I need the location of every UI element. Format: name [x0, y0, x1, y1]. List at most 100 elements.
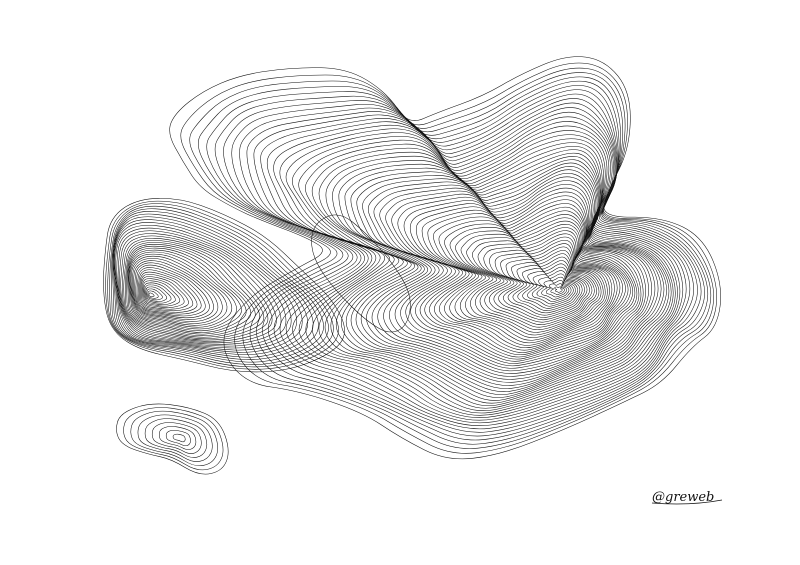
- contour-line: [460, 230, 602, 333]
- contour-line: [115, 224, 292, 349]
- contour-line: [142, 278, 185, 308]
- left-lobe-contours: [103, 198, 345, 373]
- contour-line: [127, 245, 252, 335]
- contour-line: [180, 62, 717, 454]
- contour-line: [147, 290, 159, 299]
- contour-line: [489, 246, 590, 321]
- contour-line: [311, 142, 665, 398]
- contour-line: [466, 233, 600, 331]
- contour-line: [403, 195, 626, 358]
- signature-text: @greweb: [652, 490, 714, 505]
- contour-line: [350, 162, 647, 380]
- contour-line: [511, 260, 581, 311]
- contour-line: [123, 240, 265, 339]
- contour-line: [362, 169, 642, 374]
- contour-line: [494, 249, 588, 318]
- contour-line: [279, 121, 676, 411]
- contour-line: [145, 286, 168, 302]
- contour-line: [116, 227, 287, 347]
- contour-line: [246, 98, 691, 424]
- contour-line: [136, 267, 206, 317]
- signature: @greweb: [651, 490, 723, 505]
- contour-line: [133, 260, 219, 322]
- contour-line: [103, 198, 345, 373]
- main-contour-blob: [169, 56, 721, 460]
- contour-line: [305, 138, 667, 401]
- contour-line: [123, 407, 224, 471]
- contour-line: [415, 203, 621, 353]
- contour-line: [112, 213, 314, 358]
- contour-line: [206, 76, 709, 441]
- contour-line: [107, 203, 334, 368]
- contour-line: [140, 274, 194, 312]
- small-contour-blob: [116, 403, 229, 475]
- contour-line: [285, 125, 674, 409]
- contour-line: [172, 433, 186, 443]
- contour-line: [146, 288, 163, 301]
- contour-line: [433, 214, 613, 346]
- contour-line: [165, 429, 191, 447]
- contour-line: [158, 426, 197, 450]
- contour-line: [477, 240, 595, 325]
- contour-line: [137, 269, 202, 315]
- contour-line: [148, 292, 155, 297]
- contour-line: [344, 159, 649, 383]
- contour-line: [143, 282, 176, 305]
- contour-line: [120, 235, 273, 342]
- contour-line: [142, 280, 181, 307]
- contour-line: [449, 224, 606, 338]
- contour-line: [127, 247, 247, 333]
- contour-line: [109, 205, 329, 365]
- contour-line: [373, 176, 638, 369]
- contour-line: [198, 72, 712, 445]
- contour-line: [139, 271, 198, 313]
- contour-line: [141, 276, 189, 310]
- contour-line: [124, 242, 260, 338]
- contour-line: [169, 56, 721, 460]
- contour-line: [119, 233, 277, 344]
- contour-line: [112, 211, 319, 360]
- contour-line: [543, 280, 568, 298]
- contour-line: [427, 210, 615, 349]
- contour-line: [332, 152, 656, 389]
- contour-line: [298, 134, 670, 404]
- contour-line: [367, 172, 640, 372]
- contour-line: [548, 283, 565, 295]
- contour-line: [151, 422, 202, 454]
- contour-line: [113, 219, 303, 353]
- contour-line: [239, 93, 694, 426]
- contour-line: [455, 227, 604, 336]
- contour-line: [114, 222, 297, 351]
- contour-line: [126, 244, 256, 336]
- hole-outline: [311, 214, 411, 333]
- contour-line: [134, 262, 214, 320]
- contour-line: [391, 187, 631, 362]
- contour-line: [121, 237, 269, 341]
- contour-line: [318, 145, 662, 395]
- contour-line: [444, 220, 608, 341]
- contour-line: [135, 264, 210, 319]
- contour-line: [130, 410, 218, 467]
- contour-line: [144, 284, 172, 304]
- contour-line: [111, 208, 324, 363]
- contour-line: [338, 156, 652, 386]
- contour-line: [137, 414, 213, 462]
- contour-line: [117, 230, 282, 345]
- contour-line: [260, 107, 684, 418]
- contour-line: [292, 130, 672, 407]
- contour-line: [397, 191, 629, 360]
- contour-line: [500, 253, 585, 316]
- contour-line: [385, 183, 634, 364]
- contour-line: [438, 217, 610, 344]
- contour-line: [129, 253, 233, 328]
- contour-line: [132, 258, 223, 324]
- contour-line: [253, 102, 687, 421]
- contour-line: [144, 418, 208, 458]
- contour-line: [554, 286, 563, 293]
- contour-line: [325, 149, 659, 392]
- contour-line: [113, 216, 309, 355]
- contour-line: [409, 199, 623, 356]
- contour-line: [116, 403, 229, 475]
- contour-line: [266, 111, 681, 416]
